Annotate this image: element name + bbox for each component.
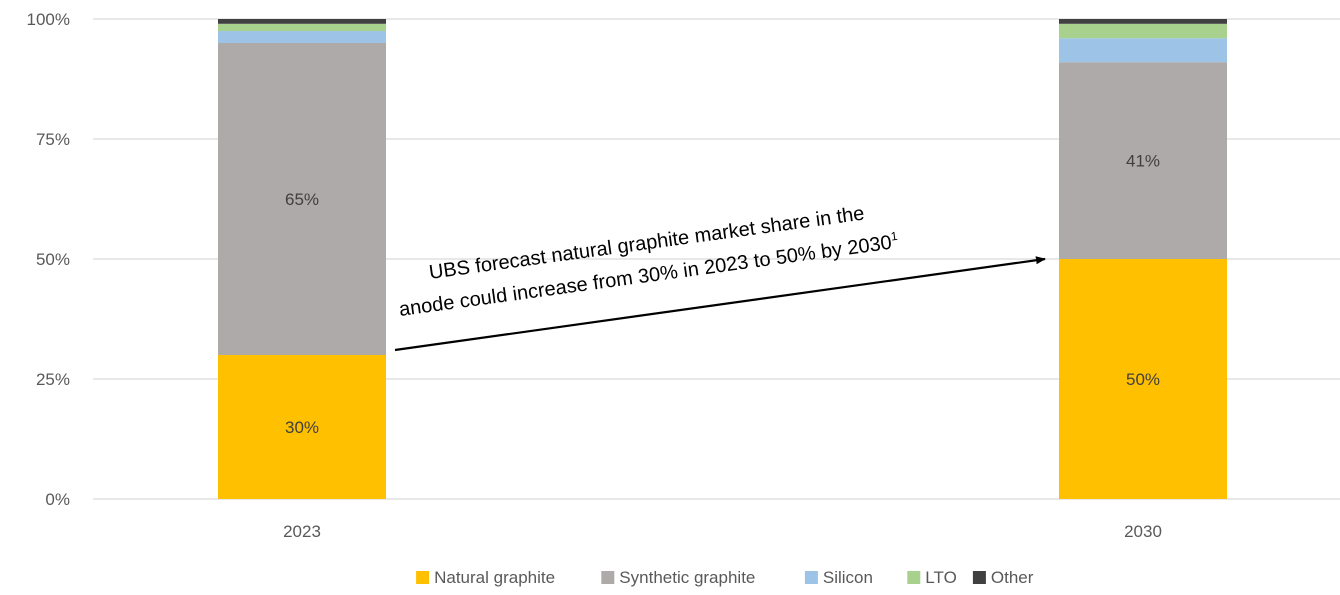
bar-segment	[1059, 259, 1227, 499]
y-tick-label: 100%	[27, 10, 70, 29]
bar-segment	[218, 31, 386, 43]
annotation: UBS forecast natural graphite market sha…	[394, 203, 1046, 352]
data-labels: 30% 65% 50% 41%	[285, 152, 1160, 437]
annotation-superscript: 1	[890, 229, 899, 244]
bar-segment	[218, 19, 386, 24]
data-label: 50%	[1126, 370, 1160, 389]
bar-segments	[218, 19, 1227, 499]
y-tick-label: 75%	[36, 130, 70, 149]
bar-segment	[1059, 38, 1227, 63]
bar-segment	[218, 355, 386, 499]
x-tick-label: 2023	[283, 522, 321, 541]
data-label: 30%	[285, 418, 319, 437]
legend-swatch	[416, 571, 430, 584]
bar-segment	[218, 23, 386, 31]
legend-label: Silicon	[823, 568, 873, 587]
bar-segment	[218, 43, 386, 355]
legend-swatch	[804, 571, 818, 584]
y-tick-label: 0%	[45, 490, 70, 509]
legend-swatch	[601, 571, 615, 584]
y-tick-label: 25%	[36, 370, 70, 389]
bar-segment	[1059, 19, 1227, 24]
data-label: 41%	[1126, 152, 1160, 171]
legend-swatch	[972, 571, 986, 584]
legend-label: Synthetic graphite	[619, 568, 755, 587]
legend-swatch	[907, 571, 921, 584]
bar-segment	[1059, 23, 1227, 39]
legend: Natural graphite Synthetic graphite Silico…	[416, 568, 1034, 587]
legend-label: LTO	[925, 568, 957, 587]
data-label: 65%	[285, 190, 319, 209]
annotation-arrow	[394, 256, 1046, 352]
x-tick-label: 2030	[1124, 522, 1162, 541]
x-axis: 2023 2030	[283, 522, 1162, 541]
legend-label: Other	[991, 568, 1034, 587]
legend-label: Natural graphite	[434, 568, 555, 587]
y-axis: 0% 25% 50% 75% 100%	[27, 10, 70, 509]
bar-segment	[1059, 62, 1227, 260]
y-tick-label: 50%	[36, 250, 70, 269]
